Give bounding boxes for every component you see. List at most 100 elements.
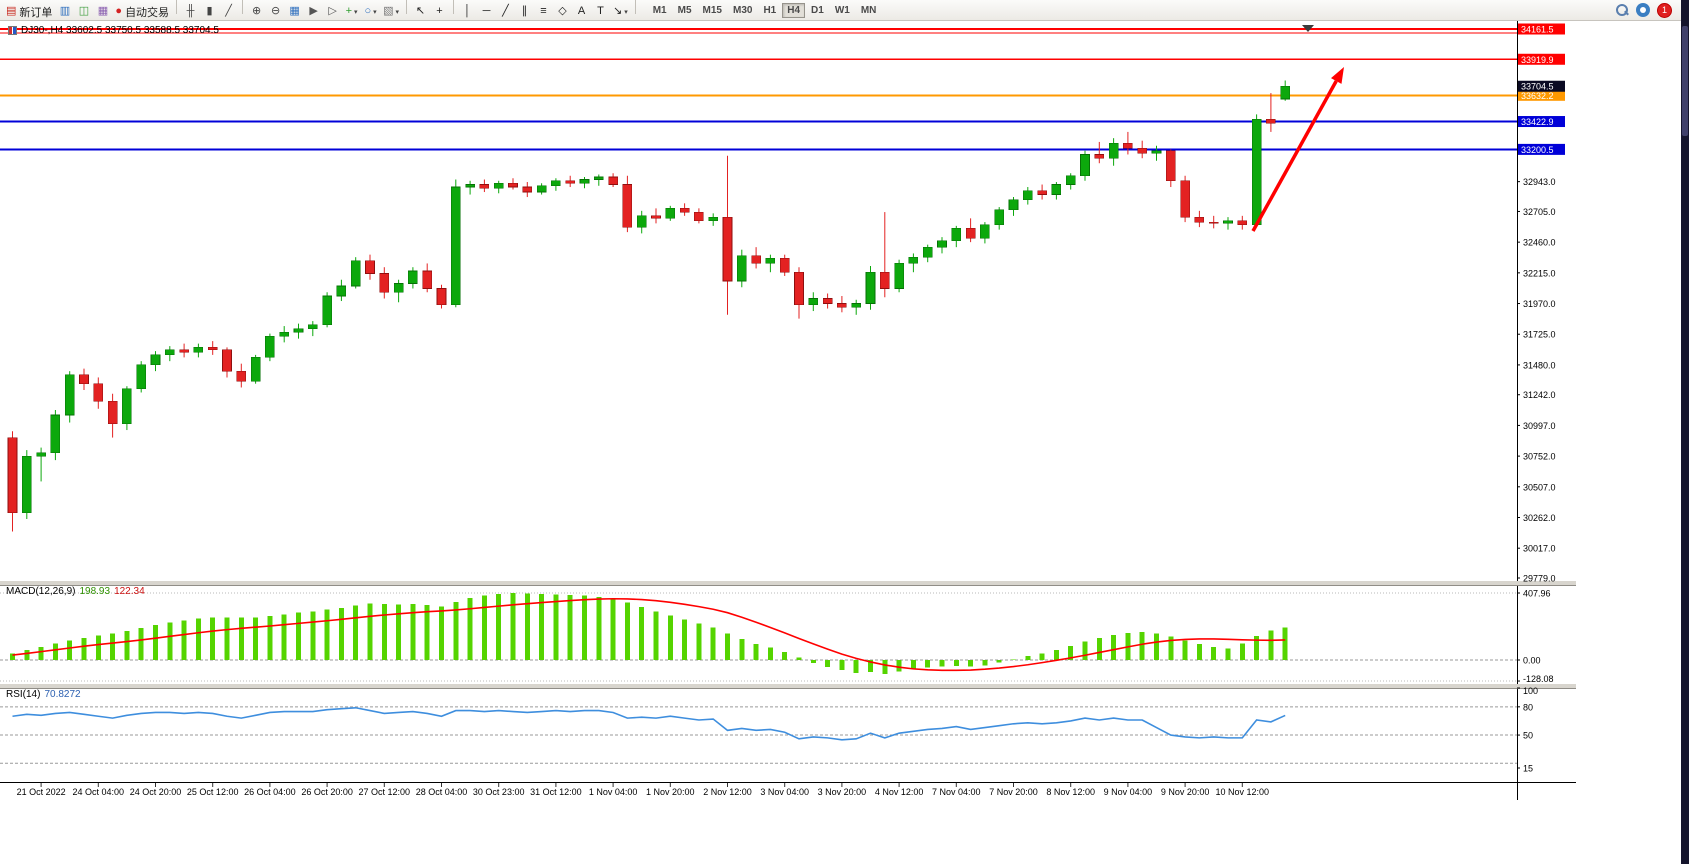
candlestick-chart-button[interactable]: ▮ — [200, 3, 219, 21]
timeframe-w1-button[interactable]: W1 — [830, 3, 855, 18]
macd-histogram-bar — [510, 592, 516, 660]
bull-candle — [336, 285, 347, 297]
channel-icon: ∥ — [521, 5, 528, 18]
timeframe-mn-button[interactable]: MN — [856, 3, 882, 18]
hline-price-tag — [1518, 116, 1565, 128]
macd-histogram-bar — [596, 596, 602, 660]
timeframe-d1-button[interactable]: D1 — [806, 3, 829, 18]
macd-histogram-bar — [95, 635, 101, 660]
bear-candle — [7, 437, 18, 514]
macd-histogram-bar — [639, 606, 645, 660]
macd-histogram-bar — [238, 617, 244, 660]
bear-candle — [622, 184, 633, 228]
cursor-button[interactable]: ↖ — [411, 3, 430, 21]
community-icon[interactable] — [1636, 3, 1650, 17]
time-axis-label: 8 Nov 12:00 — [1046, 787, 1095, 797]
crosshair-button[interactable]: + — [430, 3, 449, 21]
bear-candle — [1194, 216, 1205, 223]
pane-divider[interactable] — [0, 581, 1576, 585]
trendline-button[interactable]: ╱ — [496, 3, 515, 21]
timeframe-m1-button[interactable]: M1 — [648, 3, 672, 18]
bear-candle — [508, 182, 518, 188]
horizontal-line-button[interactable]: ─ — [477, 3, 496, 21]
text-label-button[interactable]: T — [591, 3, 610, 21]
bar-chart-button[interactable]: ╫ — [181, 3, 200, 21]
auto-trading-button-label: 自动交易 — [125, 6, 170, 19]
timeframe-h1-button[interactable]: H1 — [758, 3, 781, 18]
templates-button[interactable]: ▧ ▾ — [380, 3, 402, 21]
bear-candle — [1137, 147, 1147, 154]
hline-price-tag-text: 34161.5 — [1521, 25, 1554, 35]
new-order-button-label: 新订单 — [19, 6, 53, 19]
macd-histogram-bar — [110, 633, 116, 660]
macd-histogram-bar — [38, 646, 44, 660]
bull-candle — [1051, 184, 1062, 195]
bull-candle — [293, 328, 304, 333]
bull-candle — [136, 364, 146, 390]
scrollbar-thumb[interactable] — [1682, 26, 1688, 136]
time-axis-label: 10 Nov 12:00 — [1216, 787, 1270, 797]
indicators-button[interactable]: + ▾ — [342, 3, 361, 21]
terminal-button[interactable]: ▦ — [93, 3, 112, 21]
price-axis-label: 30017.0 — [1523, 544, 1556, 554]
bear-candle — [422, 270, 433, 289]
shapes-button[interactable]: ◇ — [553, 3, 572, 21]
zoom-in-button[interactable]: ⊕ — [247, 3, 266, 21]
hline-price-tag-text: 33200.5 — [1521, 145, 1554, 155]
bear-candle — [379, 273, 390, 293]
timeframe-m5-button[interactable]: M5 — [673, 3, 697, 18]
macd-histogram-bar — [853, 660, 859, 673]
hline-price-tag — [1518, 89, 1565, 101]
timeframe-m15-button[interactable]: M15 — [698, 3, 727, 18]
bear-candle — [479, 184, 490, 189]
macd-histogram-bar — [739, 638, 745, 660]
market-watch-button[interactable]: ▥ — [55, 3, 74, 21]
zoom-out-button[interactable]: ⊖ — [266, 3, 285, 21]
macd-histogram-bar — [424, 605, 430, 660]
chart-shift-button[interactable]: ▷ — [323, 3, 342, 21]
chart-shift-marker[interactable] — [1302, 25, 1314, 32]
tile-windows-button[interactable]: ▦ — [285, 3, 304, 21]
timeframe-h4-button[interactable]: H4 — [782, 2, 806, 18]
bear-candle — [822, 298, 833, 304]
hline-price-tag-text: 33422.9 — [1521, 117, 1554, 127]
time-axis-label: 1 Nov 20:00 — [646, 787, 695, 797]
chart-shift-icon: ▷ — [328, 5, 337, 18]
vertical-scrollbar[interactable] — [1681, 0, 1689, 864]
macd-histogram-bar — [624, 602, 630, 660]
vertical-line-button[interactable]: │ — [458, 3, 477, 21]
line-chart-button[interactable]: ╱ — [219, 3, 238, 21]
macd-histogram-bar — [968, 660, 974, 667]
auto-scroll-button[interactable]: ▶ — [304, 3, 323, 21]
macd-histogram-bar — [782, 651, 788, 660]
timeframe-m30-button[interactable]: M30 — [728, 3, 757, 18]
time-axis-label: 1 Nov 04:00 — [589, 787, 638, 797]
navigator-button[interactable]: ◫ — [74, 3, 93, 21]
arrows-button[interactable]: ↘ ▾ — [610, 3, 631, 21]
notification-badge[interactable]: 1 — [1657, 2, 1672, 18]
bear-candle — [107, 400, 118, 425]
fibonacci-button[interactable]: ≡ — [534, 3, 553, 21]
current-price-tag — [1518, 80, 1565, 92]
dropdown-arrow-icon: ▾ — [395, 8, 399, 16]
bull-candle — [865, 271, 876, 304]
text-button[interactable]: A — [572, 3, 591, 21]
symbol-ohlc-text: DJ30-,H4 33602.5 33750.5 33588.5 33704.5 — [21, 25, 219, 36]
auto-trading-button[interactable]: ● 自动交易 — [112, 3, 172, 21]
trend-arrow-line[interactable] — [1251, 80, 1338, 232]
macd-histogram-bar — [1096, 637, 1102, 660]
trend-arrow-head[interactable] — [1330, 67, 1344, 84]
new-order-button[interactable]: ▤ 新订单 — [3, 3, 55, 21]
toolbar-separator — [242, 0, 244, 15]
bull-candle — [193, 347, 204, 353]
macd-histogram-bar — [1154, 633, 1159, 660]
pane-divider[interactable] — [0, 684, 1576, 688]
macd-histogram-bar — [1039, 653, 1045, 660]
macd-histogram-bar — [1068, 646, 1074, 660]
channel-button[interactable]: ∥ — [515, 3, 534, 21]
price-axis-label: 31970.0 — [1523, 299, 1556, 309]
periods-button[interactable]: ○ ▾ — [361, 3, 380, 21]
search-icon[interactable] — [1615, 3, 1629, 17]
time-axis-label: 4 Nov 12:00 — [875, 787, 924, 797]
